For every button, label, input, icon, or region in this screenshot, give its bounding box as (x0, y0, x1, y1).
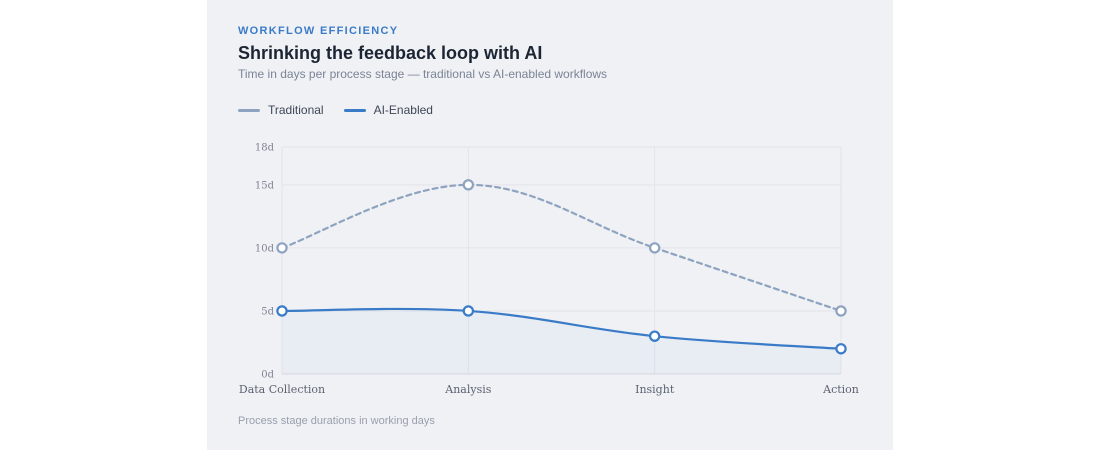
legend-item-ai-enabled[interactable]: AI-Enabled (343, 103, 433, 117)
line-chart: 0d 5d 10d 15d 18d Data Collection Analysis Insi… (239, 143, 859, 397)
data-point-traditional (462, 179, 475, 191)
legend-swatch-ai-enabled (343, 108, 366, 112)
data-point-ai-enabled (835, 343, 847, 355)
data-point-traditional (276, 242, 288, 254)
chart-card: WORKFLOW EFFICIENCY Shrinking the feedba… (207, 0, 893, 450)
data-point-ai-enabled (276, 305, 288, 317)
y-tick-label: 18d (255, 143, 275, 154)
data-point-ai-enabled (462, 305, 475, 317)
legend-item-traditional[interactable]: Traditional (238, 103, 324, 117)
chart-legend: Traditional AI-Enabled (238, 103, 433, 117)
x-tick-label: Action (822, 383, 859, 396)
y-tick-label: 10d (255, 243, 275, 254)
series-area-ai-enabled (282, 308, 841, 374)
data-point-ai-enabled (648, 330, 661, 342)
legend-label-traditional: Traditional (268, 103, 324, 117)
y-tick-label: 0d (261, 370, 274, 381)
x-tick-label: Analysis (444, 383, 491, 396)
y-tick-label: 5d (261, 306, 274, 317)
eyebrow-label: WORKFLOW EFFICIENCY (238, 25, 399, 37)
x-tick-label: Data Collection (239, 383, 325, 396)
series-line-traditional (280, 183, 843, 313)
chart-footnote: Process stage durations in working days (238, 415, 435, 427)
x-tick-label: Insight (635, 383, 675, 396)
y-tick-label: 15d (255, 180, 275, 191)
chart-title: Shrinking the feedback loop with AI (238, 43, 543, 63)
series-line-ai-enabled (280, 307, 843, 350)
data-point-traditional (835, 305, 847, 317)
data-point-traditional (648, 242, 661, 254)
legend-label-ai-enabled: AI-Enabled (373, 103, 433, 117)
legend-swatch-traditional (238, 108, 260, 112)
chart-subtitle: Time in days per process stage — traditi… (238, 67, 608, 81)
